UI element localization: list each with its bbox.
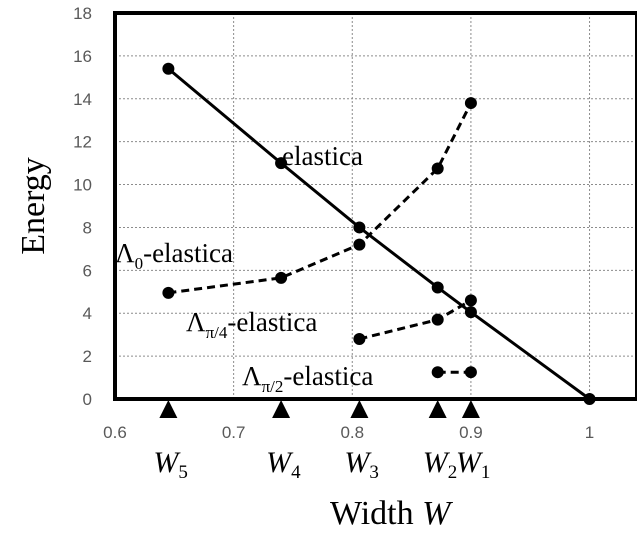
y-tick-label: 6 (83, 261, 92, 280)
y-tick-label: 4 (83, 304, 92, 323)
x-tick-label: 0.8 (340, 423, 364, 442)
data-point (353, 221, 366, 234)
width-marker-triangle (461, 400, 480, 418)
series-label-lambda-pi2-rest: -elastica (283, 361, 373, 391)
series-label-elastica: elastica (282, 141, 363, 171)
y-tick-label: 2 (83, 347, 92, 366)
series-label-lambda-pi4-sub: π/4 (206, 323, 228, 342)
grid-lines (115, 13, 637, 399)
width-marker-triangle (350, 400, 369, 418)
width-marker-triangle (428, 400, 447, 418)
series-label-lambda0-sub: 0 (135, 254, 144, 273)
y-tick-label: 10 (73, 176, 92, 195)
width-marker-label: W3 (344, 446, 379, 483)
width-marker-variable: W (266, 446, 294, 479)
x-tick-label: 0.7 (222, 423, 246, 442)
data-point (464, 306, 477, 319)
width-marker-index: 4 (291, 462, 301, 483)
x-tick-label: 1 (585, 423, 594, 442)
series-line (359, 299, 472, 341)
series-label-lambda-pi4: Λπ/4-elastica (186, 307, 317, 342)
width-marker-variable: W (456, 446, 484, 479)
data-point (162, 286, 175, 299)
data-point (431, 313, 444, 326)
data-point (431, 281, 444, 294)
series-label-lambda-pi2: Λπ/2-elastica (242, 361, 373, 396)
x-tick-label: 0.9 (459, 423, 483, 442)
width-marker-index: 5 (178, 462, 188, 483)
y-tick-label: 0 (83, 390, 92, 409)
y-axis-label: Energy (15, 157, 52, 255)
width-marker-index: 3 (369, 462, 379, 483)
x-axis-label-text: Width (330, 495, 422, 532)
y-tick-label: 12 (73, 133, 92, 152)
data-point (431, 162, 444, 175)
data-point (353, 332, 366, 345)
plot-frame (113, 11, 637, 401)
y-tick-label: 16 (73, 47, 92, 66)
x-tick-label: 0.6 (103, 423, 127, 442)
data-point (162, 62, 175, 75)
x-axis-label: Width W (330, 495, 453, 532)
y-tick-label: 8 (83, 218, 92, 237)
data-point (464, 294, 477, 307)
width-marker-label: W4 (266, 446, 301, 483)
width-marker-label: W2 (423, 446, 458, 483)
series-label-lambda0-rest: -elastica (143, 238, 233, 268)
data-point (275, 157, 288, 170)
x-axis-label-variable: W (422, 495, 453, 532)
series-label-lambda0-main: Λ (115, 238, 135, 268)
series-label-lambda0: Λ0-elastica (115, 238, 233, 273)
data-point (431, 366, 444, 379)
data-point (464, 366, 477, 379)
series-layer (162, 62, 596, 405)
tick-labels: 0 2 4 6 8 10 12 14 16 18 0.6 0.7 0.8 0.9 1 (73, 4, 594, 442)
data-point (353, 238, 366, 251)
width-marker-triangle (272, 400, 291, 418)
width-marker-label: W5 (153, 446, 188, 483)
data-point (583, 393, 596, 405)
series-line (167, 67, 591, 401)
y-tick-label: 14 (73, 90, 92, 109)
series-label-lambda-pi2-sub: π/2 (262, 377, 284, 396)
y-tick-label: 18 (73, 4, 92, 23)
series-label-lambda-pi4-rest: -elastica (227, 307, 317, 337)
width-marker-variable: W (344, 446, 372, 479)
series-label-lambda-pi2-main: Λ (242, 361, 262, 391)
width-marker-triangle (159, 400, 178, 418)
width-marker-index: 2 (448, 462, 458, 483)
width-marker-index: 1 (481, 462, 491, 483)
width-marker-variable: W (423, 446, 451, 479)
width-marker-label: W1 (456, 446, 491, 483)
series-label-lambda-pi4-main: Λ (186, 307, 206, 337)
data-point (464, 97, 477, 110)
data-point (275, 271, 288, 284)
width-marker-variable: W (153, 446, 181, 479)
